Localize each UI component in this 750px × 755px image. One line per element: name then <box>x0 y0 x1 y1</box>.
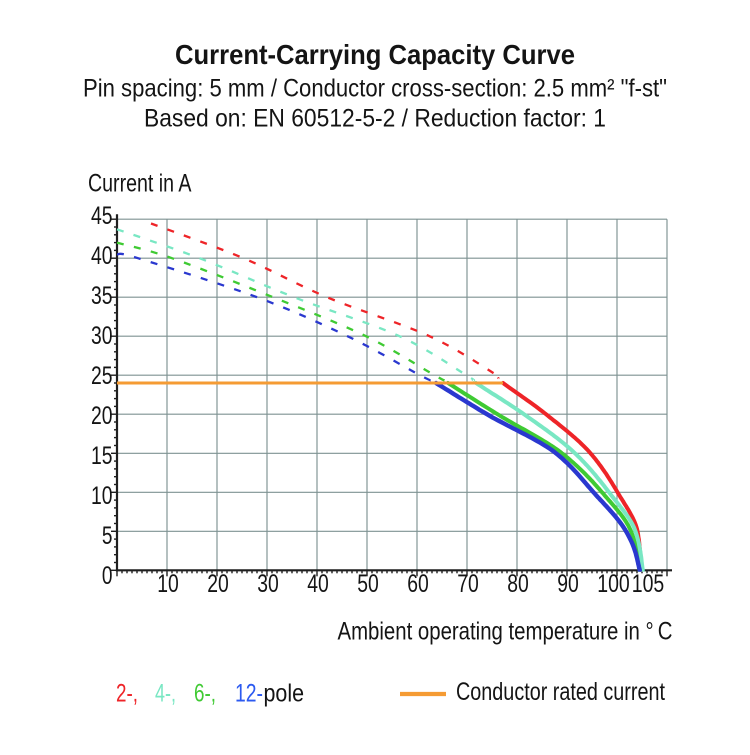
svg-text:20: 20 <box>91 402 113 430</box>
svg-text:50: 50 <box>357 570 379 598</box>
svg-text:35: 35 <box>91 282 113 310</box>
svg-text:Conductor rated current: Conductor rated current <box>456 678 665 706</box>
svg-text:Current-Carrying Capacity Curv: Current-Carrying Capacity Curve <box>175 39 575 70</box>
svg-text:6-,: 6-, <box>194 680 216 708</box>
svg-text:70: 70 <box>457 570 479 598</box>
svg-text:20: 20 <box>207 570 229 598</box>
svg-text:90: 90 <box>557 570 579 598</box>
svg-text:40: 40 <box>91 242 113 270</box>
svg-text:10: 10 <box>157 570 179 598</box>
svg-text:45: 45 <box>91 202 113 230</box>
svg-text:10: 10 <box>91 482 113 510</box>
svg-text:Pin spacing: 5 mm / Conductor: Pin spacing: 5 mm / Conductor cross-sect… <box>83 75 667 103</box>
svg-text:40: 40 <box>307 570 329 598</box>
svg-text:Current in A: Current in A <box>88 170 192 198</box>
svg-text:60: 60 <box>407 570 429 598</box>
svg-text:105: 105 <box>632 570 665 598</box>
svg-text:30: 30 <box>257 570 279 598</box>
svg-text:80: 80 <box>507 570 529 598</box>
svg-text:12-: 12- <box>235 680 263 708</box>
svg-text:100: 100 <box>597 570 630 598</box>
svg-text:4-,: 4-, <box>155 680 176 708</box>
svg-text:pole: pole <box>264 680 305 708</box>
svg-text:2-,: 2-, <box>116 680 138 708</box>
svg-text:Ambient operating temperature: Ambient operating temperature in ° C <box>338 618 673 646</box>
svg-text:5: 5 <box>102 522 113 550</box>
svg-text:30: 30 <box>91 322 113 350</box>
svg-text:15: 15 <box>91 442 113 470</box>
svg-text:25: 25 <box>91 362 113 390</box>
svg-text:Based on: EN 60512-5-2 / Reduc: Based on: EN 60512-5-2 / Reduction facto… <box>144 105 606 133</box>
svg-text:0: 0 <box>102 562 113 590</box>
